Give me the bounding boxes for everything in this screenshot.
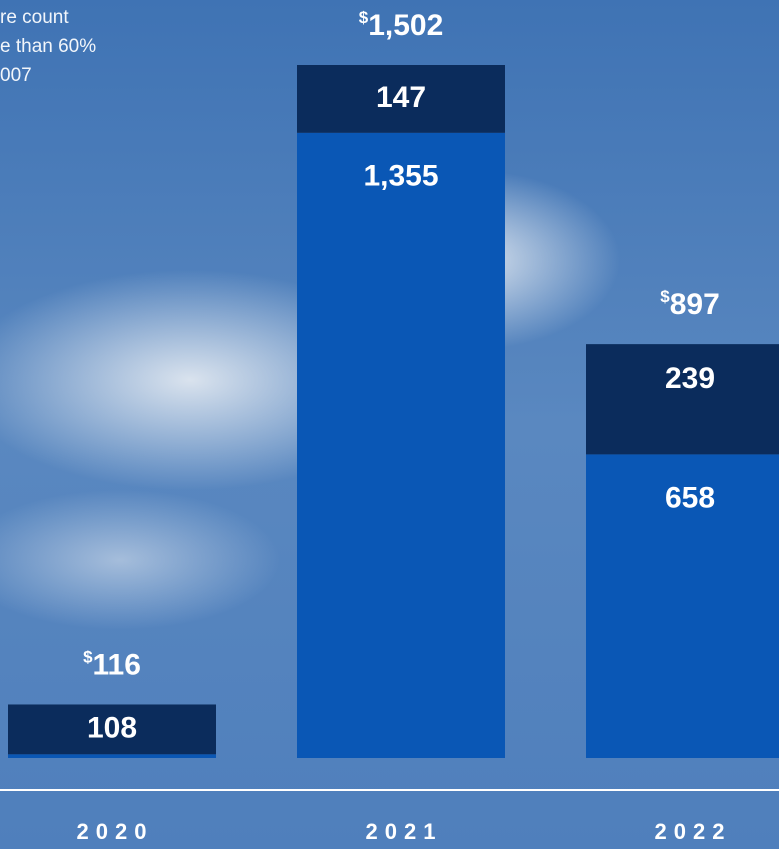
bar-segment [297, 133, 505, 758]
chart: re count e than 60% 007 108 $116 2020 1,355… [0, 0, 779, 849]
page: {"chart_data": {"type": "stacked-bar", "… [0, 0, 779, 849]
x-tick-label: 2021 [366, 819, 443, 844]
total-label: $1,502 [359, 8, 444, 41]
total-label: $116 [83, 648, 141, 681]
annotation-line: 007 [0, 65, 32, 86]
total-label: $897 [660, 288, 720, 321]
annotation-line: e than 60% [0, 36, 96, 57]
x-tick-label: 2022 [655, 819, 732, 844]
segment-label: 658 [665, 481, 715, 514]
annotation-line: re count [0, 7, 69, 28]
segment-label: 1,355 [363, 160, 438, 193]
bar-segment [586, 344, 779, 454]
x-tick-label: 2020 [77, 819, 154, 844]
segment-label: 147 [376, 81, 426, 114]
bar-segment [8, 754, 216, 758]
segment-label: 108 [87, 711, 137, 744]
segment-label: 239 [665, 362, 715, 395]
